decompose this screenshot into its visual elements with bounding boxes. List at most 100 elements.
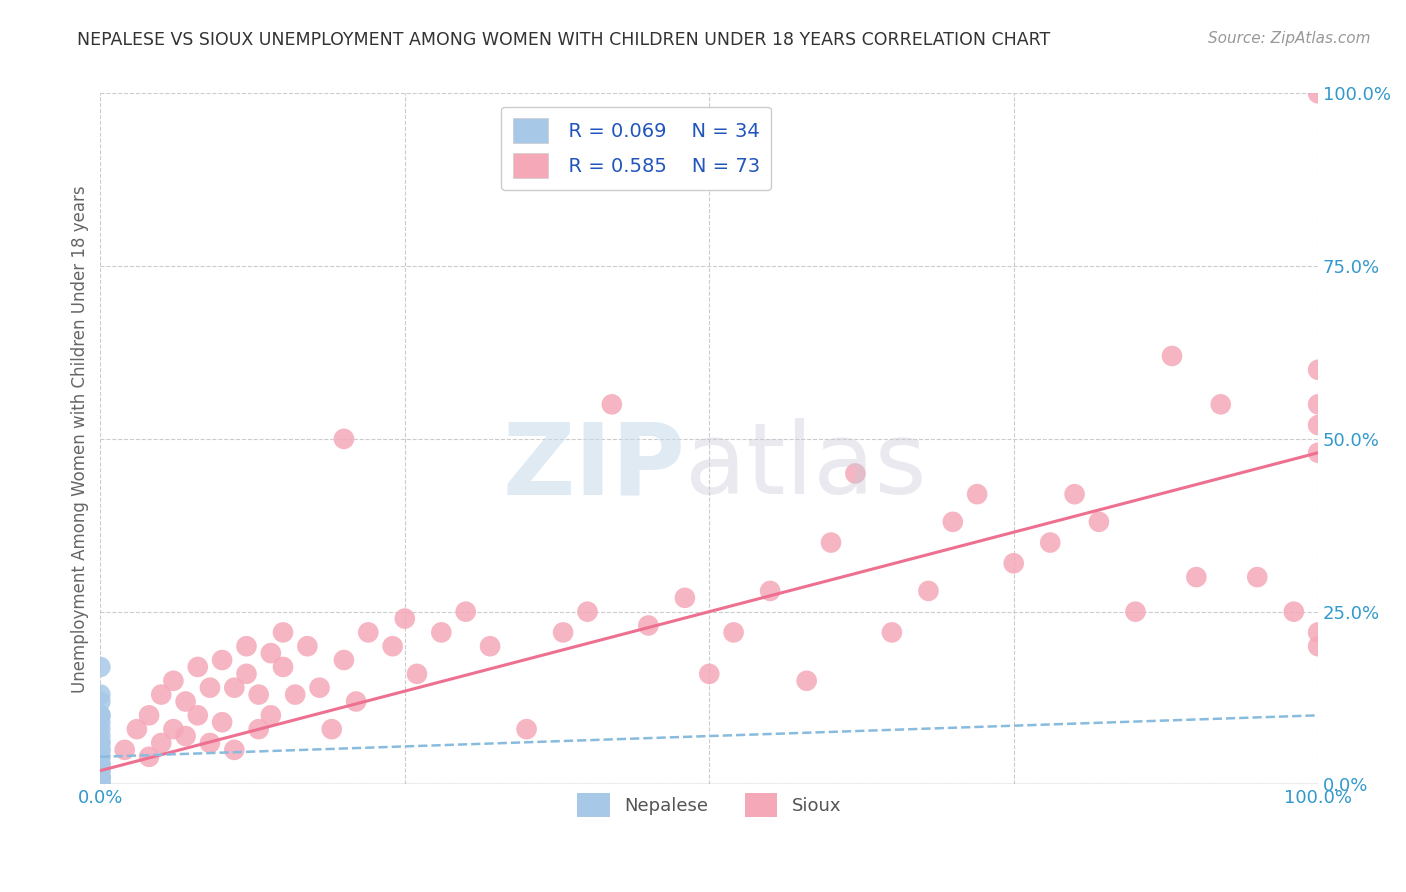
Point <box>89 771 111 785</box>
Point <box>89 777 111 791</box>
Point <box>89 749 111 764</box>
Point <box>260 646 283 660</box>
Point <box>89 777 111 791</box>
Point <box>381 639 404 653</box>
Point <box>198 736 221 750</box>
Point <box>89 756 111 771</box>
Point <box>89 771 111 785</box>
Point <box>880 625 903 640</box>
Point <box>211 715 233 730</box>
Point <box>89 777 111 791</box>
Point <box>89 688 111 702</box>
Point <box>673 591 696 605</box>
Point <box>162 722 184 736</box>
Point <box>759 583 782 598</box>
Point <box>1063 487 1085 501</box>
Point <box>321 722 343 736</box>
Point <box>89 736 111 750</box>
Point <box>917 583 939 598</box>
Point <box>1308 639 1330 653</box>
Point <box>1308 446 1330 460</box>
Point <box>1002 556 1025 570</box>
Point <box>1039 535 1062 549</box>
Point <box>235 666 257 681</box>
Point <box>89 729 111 743</box>
Point <box>516 722 538 736</box>
Point <box>150 736 173 750</box>
Point <box>1308 418 1330 433</box>
Point <box>89 722 111 736</box>
Point <box>247 722 270 736</box>
Legend: Nepalese, Sioux: Nepalese, Sioux <box>571 786 848 824</box>
Point <box>333 432 356 446</box>
Point <box>1185 570 1208 584</box>
Text: NEPALESE VS SIOUX UNEMPLOYMENT AMONG WOMEN WITH CHILDREN UNDER 18 YEARS CORRELAT: NEPALESE VS SIOUX UNEMPLOYMENT AMONG WOM… <box>77 31 1050 49</box>
Point <box>89 749 111 764</box>
Point <box>357 625 380 640</box>
Point <box>89 777 111 791</box>
Point <box>576 605 599 619</box>
Point <box>553 625 575 640</box>
Point <box>600 397 623 411</box>
Point <box>333 653 356 667</box>
Point <box>454 605 477 619</box>
Y-axis label: Unemployment Among Women with Children Under 18 years: Unemployment Among Women with Children U… <box>72 185 89 693</box>
Point <box>1308 87 1330 101</box>
Point <box>1125 605 1147 619</box>
Point <box>125 722 148 736</box>
Point <box>966 487 988 501</box>
Point <box>260 708 283 723</box>
Point <box>89 771 111 785</box>
Point <box>1209 397 1232 411</box>
Point <box>224 743 246 757</box>
Point <box>89 743 111 757</box>
Point <box>1308 625 1330 640</box>
Point <box>697 666 720 681</box>
Point <box>247 688 270 702</box>
Point <box>271 660 294 674</box>
Point <box>89 708 111 723</box>
Point <box>796 673 818 688</box>
Point <box>89 777 111 791</box>
Point <box>1246 570 1268 584</box>
Point <box>89 694 111 708</box>
Point <box>89 777 111 791</box>
Point <box>1308 397 1330 411</box>
Point <box>344 694 367 708</box>
Point <box>479 639 502 653</box>
Point <box>89 743 111 757</box>
Point <box>114 743 136 757</box>
Point <box>1161 349 1184 363</box>
Point <box>138 708 160 723</box>
Point <box>224 681 246 695</box>
Point <box>89 771 111 785</box>
Point <box>89 764 111 778</box>
Point <box>1282 605 1305 619</box>
Point <box>138 749 160 764</box>
Point <box>89 708 111 723</box>
Text: Source: ZipAtlas.com: Source: ZipAtlas.com <box>1208 31 1371 46</box>
Point <box>162 673 184 688</box>
Point <box>297 639 319 653</box>
Point <box>174 694 197 708</box>
Point <box>89 660 111 674</box>
Text: ZIP: ZIP <box>502 418 685 515</box>
Point <box>820 535 842 549</box>
Text: atlas: atlas <box>685 418 927 515</box>
Point <box>942 515 965 529</box>
Point <box>284 688 307 702</box>
Point <box>406 666 429 681</box>
Point <box>89 736 111 750</box>
Point <box>89 715 111 730</box>
Point <box>187 708 209 723</box>
Point <box>844 467 866 481</box>
Point <box>150 688 173 702</box>
Point <box>89 764 111 778</box>
Point <box>235 639 257 653</box>
Point <box>89 771 111 785</box>
Point <box>271 625 294 640</box>
Point <box>1088 515 1111 529</box>
Point <box>723 625 745 640</box>
Point <box>637 618 659 632</box>
Point <box>89 756 111 771</box>
